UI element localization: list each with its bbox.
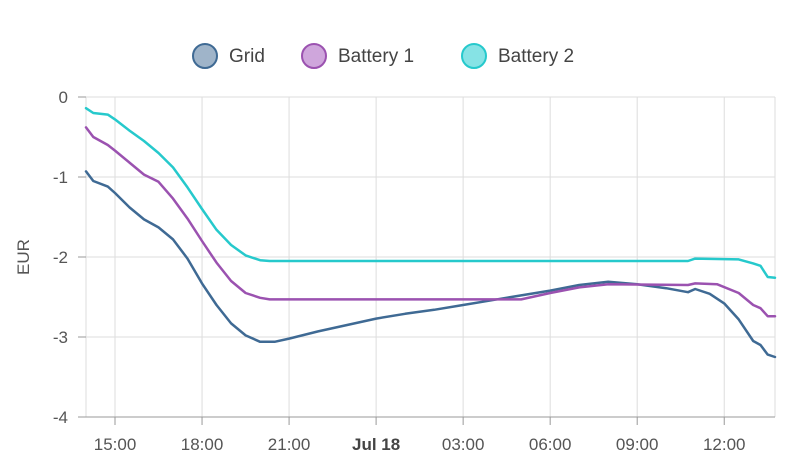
x-tick-label: 21:00	[268, 435, 311, 454]
series-line[interactable]	[84, 170, 777, 359]
x-tick-label: 18:00	[181, 435, 224, 454]
y-axis-label: EUR	[14, 239, 33, 275]
x-tick-label: 12:00	[703, 435, 746, 454]
y-tick-label: -2	[53, 248, 68, 267]
legend-item[interactable]: Grid	[192, 43, 265, 69]
legend-label: Grid	[229, 46, 265, 67]
y-gridlines	[86, 96, 775, 338]
y-tick-label: -1	[53, 168, 68, 187]
legend-swatch	[301, 43, 327, 69]
legend-label: Battery 2	[498, 46, 574, 67]
x-tick-label: 06:00	[529, 435, 572, 454]
legend-item[interactable]: Battery 2	[461, 43, 574, 69]
legend-swatch	[461, 43, 487, 69]
legend-swatch	[192, 43, 218, 69]
x-tick-label: 09:00	[616, 435, 659, 454]
series-line[interactable]	[84, 106, 777, 280]
legend: Grid Battery 1 Battery 2	[192, 43, 574, 69]
y-axis-ticks: 0 -1 -2 -3 -4	[53, 88, 86, 427]
y-tick-label: -3	[53, 328, 68, 347]
y-tick-label: 0	[59, 88, 68, 107]
legend-label: Battery 1	[338, 46, 414, 67]
x-tick-label: 03:00	[442, 435, 485, 454]
x-tick-label: 15:00	[94, 435, 137, 454]
legend-item[interactable]: Battery 1	[301, 43, 414, 69]
x-axis-ticks: 15:00 18:00 21:00 Jul 18 03:00 06:00 09:00 12:0…	[94, 417, 746, 454]
series-line[interactable]	[84, 126, 777, 318]
y-tick-label: -4	[53, 408, 68, 427]
series-lines	[84, 106, 777, 359]
x-tick-label: Jul 18	[352, 435, 400, 454]
